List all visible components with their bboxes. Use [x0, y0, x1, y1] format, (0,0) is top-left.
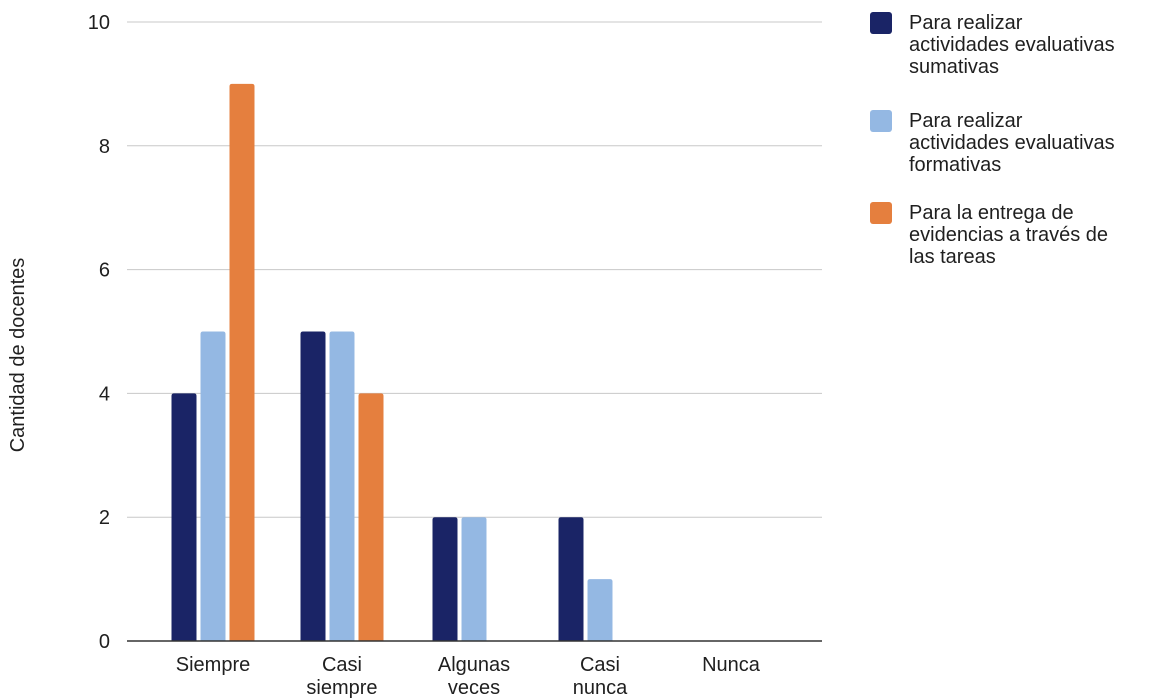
- bar[interactable]: [432, 517, 458, 641]
- y-tick-label: 4: [99, 383, 110, 405]
- legend-swatch: [870, 12, 892, 34]
- legend-label: Para realizar actividades evaluativas suma…: [909, 12, 1115, 78]
- y-axis-label: Cantidad de docentes: [7, 258, 29, 453]
- legend-swatch: [870, 202, 892, 224]
- bar[interactable]: [587, 579, 613, 641]
- legend-item[interactable]: Para realizar actividades evaluativas form…: [870, 110, 1115, 176]
- y-tick-label: 8: [99, 136, 110, 158]
- x-tick-label: Nunca: [702, 654, 761, 676]
- legend-item[interactable]: Para realizar actividades evaluativas suma…: [870, 12, 1115, 78]
- legend[interactable]: Para realizar actividades evaluativas suma…: [870, 12, 1115, 268]
- bar[interactable]: [200, 331, 226, 642]
- bar[interactable]: [229, 83, 255, 641]
- bar[interactable]: [558, 517, 584, 641]
- bar[interactable]: [300, 331, 326, 642]
- legend-label: Para realizar actividades evaluativas form…: [909, 110, 1115, 176]
- legend-swatch: [870, 110, 892, 132]
- x-tick-label: Casi nunca: [573, 654, 628, 699]
- x-tick-label: Casi siempre: [306, 654, 377, 699]
- x-tick-label: Algunas veces: [438, 654, 510, 699]
- y-tick-label: 10: [88, 12, 110, 34]
- bar[interactable]: [358, 393, 384, 641]
- legend-item[interactable]: Para la entrega de evidencias a través de…: [870, 202, 1108, 268]
- x-tick-label: Siempre: [176, 654, 250, 676]
- bar[interactable]: [171, 393, 197, 641]
- bar[interactable]: [461, 517, 487, 641]
- y-tick-label: 0: [99, 631, 110, 653]
- bars: [171, 83, 613, 642]
- y-tick-label: 2: [99, 507, 110, 529]
- legend-label: Para la entrega de evidencias a través de…: [909, 202, 1108, 268]
- bar[interactable]: [329, 331, 355, 642]
- axes: 0 2 4 6 8 10 Siempre Casi siempre Algunas veces Cas…: [88, 12, 822, 699]
- y-tick-label: 6: [99, 260, 110, 282]
